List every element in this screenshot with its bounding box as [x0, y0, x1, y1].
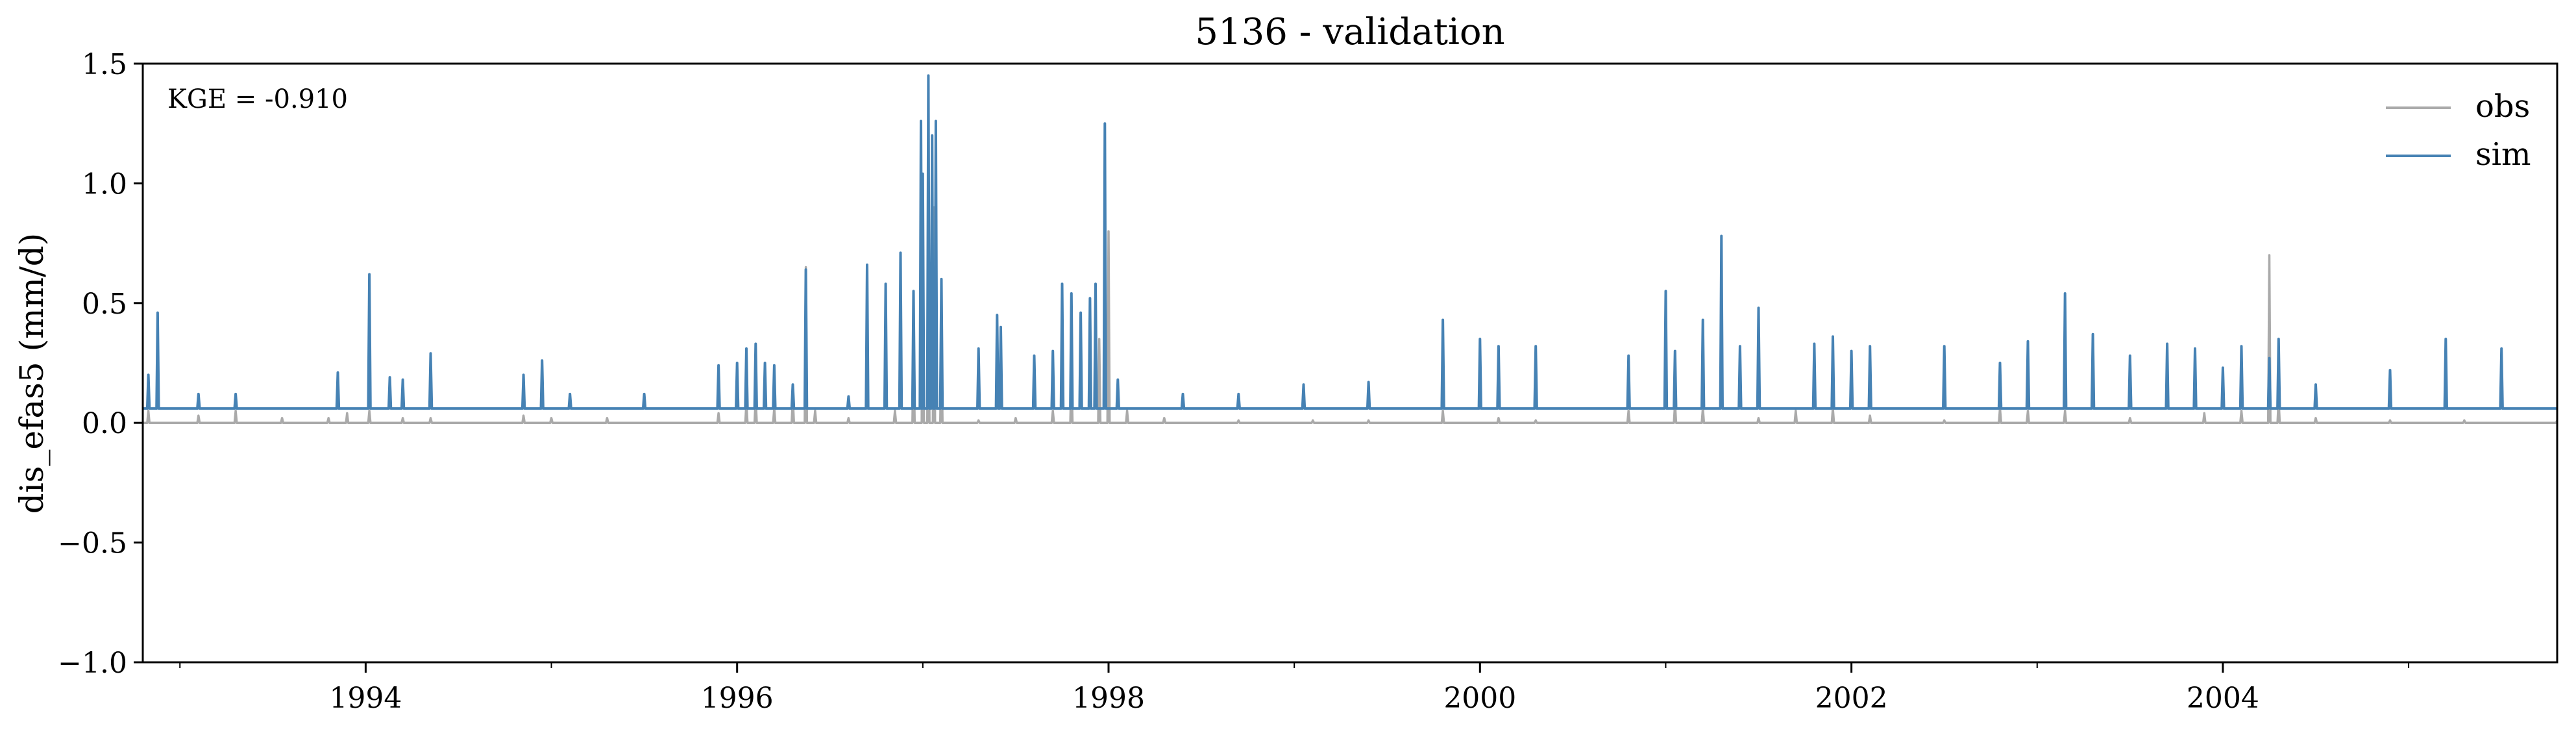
legend: obs sim [2386, 88, 2531, 173]
x-axis: 1994 1996 1998 2000 2002 2004 [179, 662, 2410, 715]
x-tick-label: 1996 [701, 682, 774, 715]
chart-title: 5136 - validation [1195, 11, 1504, 53]
y-tick-label: 0.0 [82, 407, 127, 440]
series-line-sim [143, 74, 2557, 410]
y-tick-label: 0.5 [82, 288, 127, 321]
series-line-obs [143, 182, 2557, 424]
y-axis: −1.0 −0.5 0.0 0.5 1.0 1.5 [58, 48, 143, 680]
y-axis-label: dis_efas5 (mm/d) [13, 233, 51, 514]
y-tick-label: 1.0 [82, 168, 127, 201]
y-tick-label: 1.5 [82, 48, 127, 81]
plot-area [143, 74, 2557, 424]
y-tick-label: −1.0 [58, 647, 127, 680]
x-tick-label: 1994 [329, 682, 402, 715]
legend-obs-label: obs [2475, 88, 2530, 125]
x-tick-label: 2004 [2187, 682, 2259, 715]
x-tick-label: 2000 [1443, 682, 1516, 715]
y-tick-label: −0.5 [58, 527, 127, 560]
series-layer [143, 74, 2557, 424]
kge-annotation: KGE = -0.910 [167, 84, 348, 114]
legend-sim-label: sim [2475, 136, 2531, 173]
x-tick-label: 2002 [1815, 682, 1888, 715]
plot-frame [141, 62, 2558, 664]
x-tick-label: 1998 [1072, 682, 1145, 715]
